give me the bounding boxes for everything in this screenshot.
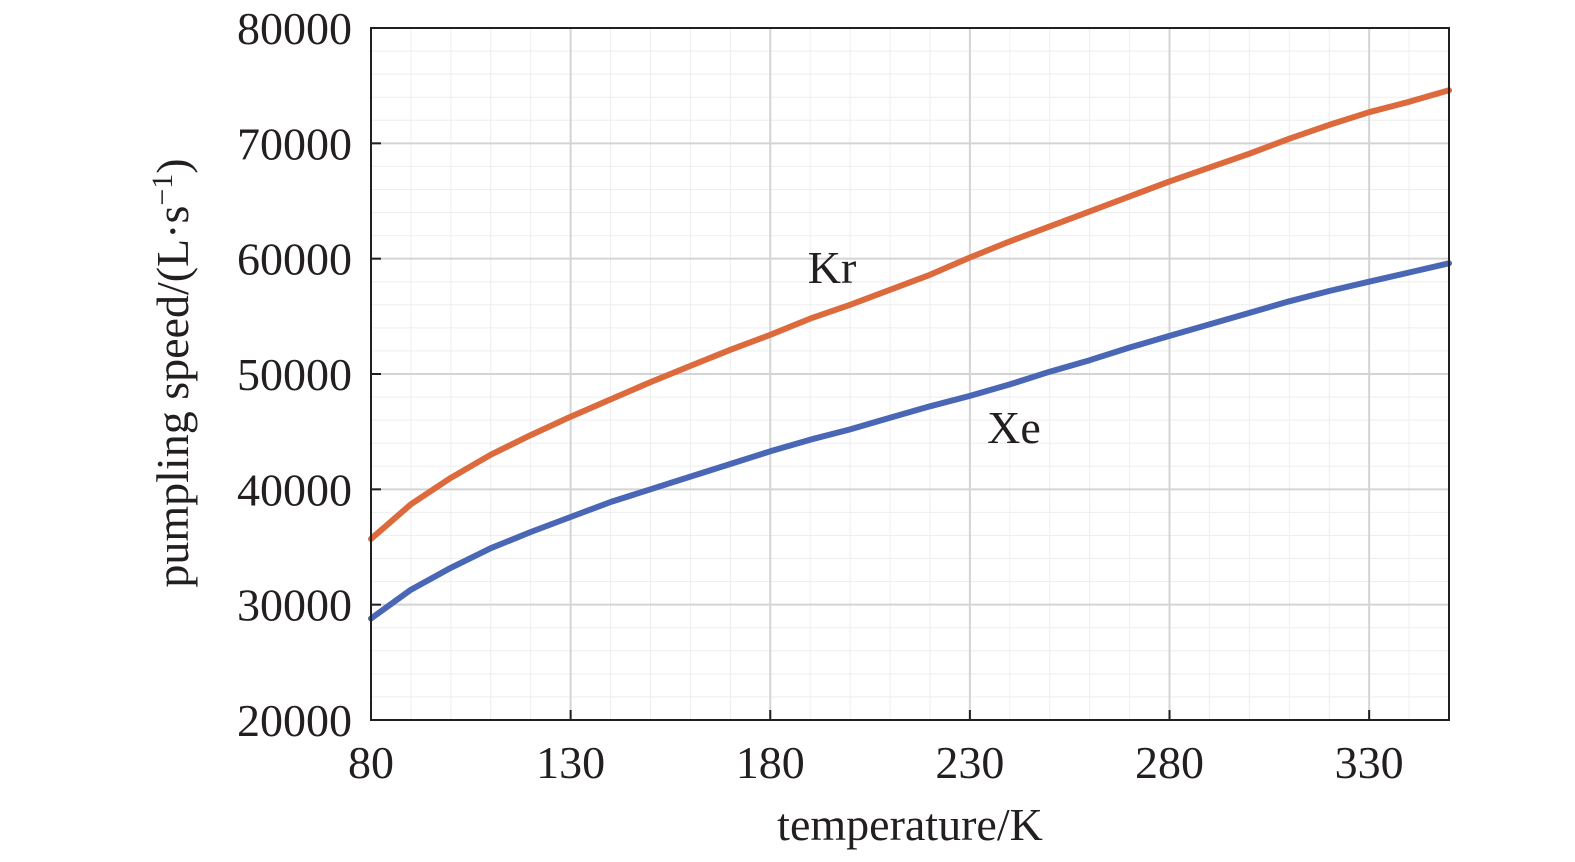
x-axis-title: temperature/K xyxy=(777,799,1043,850)
y-axis-title: pumpling speed/(L·s−1) xyxy=(146,158,198,587)
series-line-xe xyxy=(368,260,1452,622)
y-tick-label: 80000 xyxy=(237,3,352,54)
x-tick-label: 80 xyxy=(348,737,394,788)
series-label-kr: Kr xyxy=(808,242,857,293)
x-tick-labels: 80 130 180 230 280 330 xyxy=(348,737,1404,788)
x-tick-label: 130 xyxy=(536,737,605,788)
major-grid xyxy=(370,27,1449,721)
x-tick-label: 230 xyxy=(935,737,1004,788)
y-tick-label: 20000 xyxy=(237,695,352,746)
x-tick-label: 330 xyxy=(1335,737,1404,788)
series-label-xe: Xe xyxy=(987,402,1041,453)
y-tick-label: 50000 xyxy=(237,349,352,400)
x-tick-label: 280 xyxy=(1135,737,1204,788)
y-tick-label: 30000 xyxy=(237,580,352,631)
series-layer xyxy=(368,87,1452,622)
y-tick-label: 70000 xyxy=(237,118,352,169)
y-tick-labels: 20000 30000 40000 50000 60000 70000 80000 xyxy=(237,3,352,746)
y-tick-label: 60000 xyxy=(237,234,352,285)
axis-ticks xyxy=(370,27,1371,721)
series-line-kr xyxy=(368,87,1452,542)
y-axis-title-close: ) xyxy=(147,158,198,173)
y-axis-title-superscript: −1 xyxy=(146,174,179,206)
y-tick-label: 40000 xyxy=(237,464,352,515)
y-axis-title-main: pumpling speed/(L·s xyxy=(147,206,198,588)
x-tick-label: 180 xyxy=(736,737,805,788)
